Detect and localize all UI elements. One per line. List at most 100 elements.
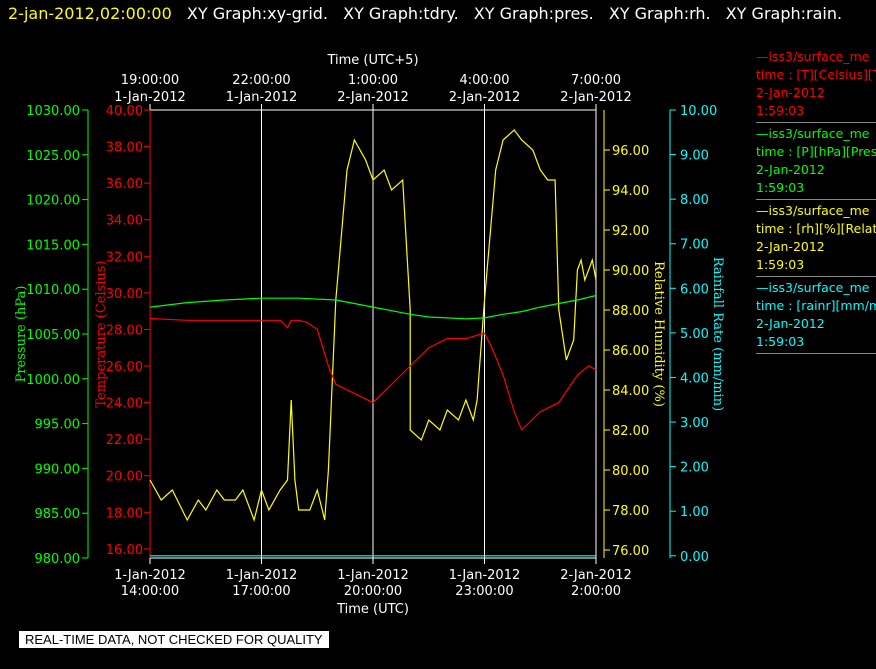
x-top-tick-label: 7:00:00: [571, 73, 621, 88]
pressure-tick-label: 1025.00: [26, 149, 80, 164]
x-top-tick-label: 2-Jan-2012: [449, 90, 521, 105]
pressure-tick-label: 995.00: [35, 418, 81, 433]
pressure-tick-label: 990.00: [35, 462, 81, 477]
humidity-tick-label: 96.00: [612, 144, 649, 159]
temperature-tick-label: 34.00: [106, 214, 143, 229]
humidity-tick-label: 94.00: [612, 184, 649, 199]
legend-label: —iss3/surface_me: [756, 203, 870, 218]
legend-label: 2-Jan-2012: [756, 85, 825, 100]
legend-label: 2-Jan-2012: [756, 239, 825, 254]
humidity-tick-label: 92.00: [612, 224, 649, 239]
temperature-axis-label: Temperature (Celsius): [94, 260, 109, 407]
legend: —iss3/surface_me time : [T][Celsius][T 2…: [756, 48, 876, 356]
legend-label: 2-Jan-2012: [756, 162, 825, 177]
graph-title-pres: XY Graph:pres.: [473, 4, 594, 23]
rain-tick-label: 8.00: [680, 193, 709, 208]
pressure-tick-label: 1020.00: [26, 194, 80, 209]
x-tick-label: 1-Jan-2012: [337, 568, 409, 583]
rain-tick-label: 5.00: [680, 327, 709, 342]
rain-tick-label: 6.00: [680, 282, 709, 297]
pressure-tick-label: 1015.00: [26, 238, 80, 253]
x-top-tick-label: 1-Jan-2012: [226, 90, 298, 105]
x-top-tick-label: 2-Jan-2012: [337, 90, 409, 105]
humidity-tick-label: 88.00: [612, 304, 649, 319]
rain-tick-label: 0.00: [680, 550, 709, 565]
humidity-tick-label: 76.00: [612, 544, 649, 559]
rain-tick-label: 2.00: [680, 461, 709, 476]
humidity-tick-label: 86.00: [612, 344, 649, 359]
legend-item-temperature[interactable]: —iss3/surface_me time : [T][Celsius][T 2…: [756, 48, 876, 123]
legend-label: time : [rh][%][Relati: [756, 221, 876, 236]
x-top-tick-label: 2-Jan-2012: [560, 90, 632, 105]
graph-header: 2-jan-2012,02:00:00 XY Graph:xy-grid. XY…: [8, 4, 852, 23]
x-top-tick-label: 22:00:00: [232, 73, 290, 88]
rain-tick-label: 1.00: [680, 505, 709, 520]
temperature-tick-label: 16.00: [106, 543, 143, 558]
legend-item-rainfall[interactable]: —iss3/surface_me time : [rainr][mm/mi 2-…: [756, 279, 876, 354]
x-top-axis-label: Time (UTC+5): [326, 53, 418, 68]
humidity-tick-label: 78.00: [612, 504, 649, 519]
pressure-axis-label: Pressure (hPa): [14, 286, 29, 383]
legend-label: time : [rainr][mm/mi: [756, 298, 876, 313]
pressure-tick-label: 980.00: [35, 552, 81, 567]
rain-tick-label: 7.00: [680, 238, 709, 253]
temperature-tick-label: 22.00: [106, 433, 143, 448]
temperature-tick-label: 32.00: [106, 250, 143, 265]
pressure-tick-label: 985.00: [35, 507, 81, 522]
pressure-tick-label: 1005.00: [26, 328, 80, 343]
legend-label: 1:59:03: [756, 103, 805, 118]
humidity-axis-label: Relative Humidity (%): [651, 261, 666, 407]
x-tick-label: 14:00:00: [121, 584, 179, 599]
graph-title-rh: XY Graph:rh.: [608, 4, 711, 23]
legend-label: —iss3/surface_me: [756, 49, 870, 64]
graph-title-xy-grid: XY Graph:xy-grid.: [186, 4, 329, 23]
humidity-tick-label: 82.00: [612, 424, 649, 439]
x-top-tick-label: 19:00:00: [121, 73, 179, 88]
humidity-tick-label: 90.00: [612, 264, 649, 279]
legend-label: 1:59:03: [756, 334, 805, 349]
temperature-tick-label: 38.00: [106, 141, 143, 156]
pressure-tick-label: 1010.00: [26, 283, 80, 298]
temperature-tick-label: 28.00: [106, 323, 143, 338]
rain-tick-label: 9.00: [680, 149, 709, 164]
series-line-rh: [149, 129, 597, 523]
legend-label: —iss3/surface_me: [756, 280, 870, 295]
temperature-tick-label: 36.00: [106, 177, 143, 192]
x-tick-label: 17:00:00: [232, 584, 290, 599]
graph-title-rain: XY Graph:rain.: [725, 4, 843, 23]
temperature-tick-label: 40.00: [106, 104, 143, 119]
x-tick-label: 1-Jan-2012: [449, 568, 521, 583]
legend-item-humidity[interactable]: —iss3/surface_me time : [rh][%][Relati 2…: [756, 202, 876, 277]
legend-item-pressure[interactable]: —iss3/surface_me time : [P][hPa][Pres 2-…: [756, 125, 876, 200]
temperature-tick-label: 18.00: [106, 506, 143, 521]
temperature-tick-label: 24.00: [106, 397, 143, 412]
humidity-tick-label: 80.00: [612, 464, 649, 479]
graph-title-tdry: XY Graph:tdry.: [343, 4, 459, 23]
x-tick-label: 1-Jan-2012: [114, 568, 186, 583]
x-tick-label: 2-Jan-2012: [560, 568, 632, 583]
pressure-tick-label: 1000.00: [26, 373, 80, 388]
legend-label: time : [T][Celsius][T: [756, 67, 876, 82]
x-axis-label: Time (UTC): [336, 602, 409, 617]
header-timestamp: 2-jan-2012,02:00:00: [8, 4, 172, 23]
temperature-tick-label: 26.00: [106, 360, 143, 375]
series-line-T: [149, 317, 597, 432]
humidity-tick-label: 84.00: [612, 384, 649, 399]
rain-tick-label: 4.00: [680, 371, 709, 386]
x-tick-label: 20:00:00: [344, 584, 402, 599]
x-top-tick-label: 1:00:00: [348, 73, 398, 88]
x-tick-label: 1-Jan-2012: [226, 568, 298, 583]
rain-tick-label: 10.00: [680, 104, 717, 119]
legend-label: —iss3/surface_me: [756, 126, 870, 141]
quality-notice: REAL-TIME DATA, NOT CHECKED FOR QUALITY: [19, 631, 329, 648]
temperature-tick-label: 30.00: [106, 287, 143, 302]
x-tick-label: 2:00:00: [571, 584, 621, 599]
rain-axis-label: Rainfall Rate (mm/min): [710, 257, 725, 411]
rain-tick-label: 3.00: [680, 416, 709, 431]
legend-label: 1:59:03: [756, 257, 805, 272]
temperature-tick-label: 20.00: [106, 470, 143, 485]
legend-label: time : [P][hPa][Pres: [756, 144, 876, 159]
legend-label: 1:59:03: [756, 180, 805, 195]
x-tick-label: 23:00:00: [455, 584, 513, 599]
